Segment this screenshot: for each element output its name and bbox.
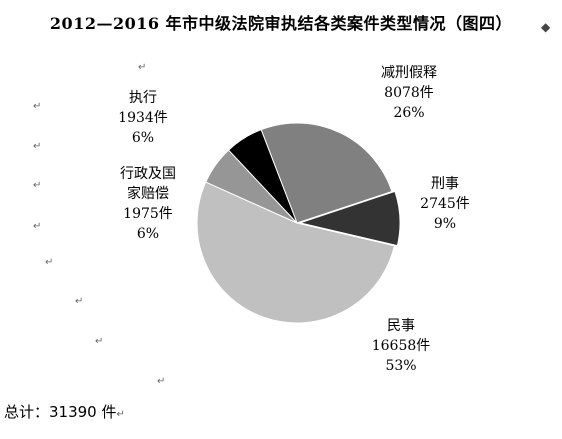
total-count: 总计：31390 件↵ — [4, 401, 125, 422]
paragraph-mark: ↵ — [33, 180, 42, 191]
slice-name-xingshi: 刑事 — [431, 176, 459, 192]
paragraph-mark: ↵ — [116, 409, 125, 420]
slice-name-xingzheng-line1: 行政及国 — [120, 166, 176, 182]
paragraph-mark: ↵ — [75, 296, 84, 307]
pie-slice-jianxing — [260, 122, 393, 224]
slice-name-zhixing: 执行 — [129, 90, 157, 106]
slice-count-minshi: 16658件 — [371, 338, 431, 354]
slice-label-zhixing: 执行 1934件 6% — [103, 88, 183, 148]
pie-slice-xingshi — [298, 190, 401, 247]
total-label: 总计：31390 件 — [4, 403, 117, 421]
paragraph-mark: ↵ — [33, 221, 42, 232]
slice-count-xingzheng: 1975件 — [123, 206, 173, 222]
pie-slices — [196, 122, 401, 324]
paragraph-mark: ↵ — [33, 141, 42, 152]
slice-count-xingshi: 2745件 — [420, 196, 470, 212]
slice-percent-xingzheng: 6% — [136, 226, 160, 242]
slice-label-xingzheng: 行政及国 家赔偿 1975件 6% — [103, 164, 193, 244]
paragraph-mark: ↵ — [138, 62, 147, 73]
chart-title: 2012—2016 年市中级法院审执结各类案件类型情况（图四） — [49, 14, 513, 33]
slice-name-xingzheng-line2: 家赔偿 — [127, 186, 169, 202]
slice-count-jianxing: 8078件 — [384, 85, 434, 101]
slice-percent-jianxing: 26% — [393, 105, 425, 121]
slice-label-jianxing: 减刑假释 8078件 26% — [364, 63, 454, 123]
slice-percent-xingshi: 9% — [433, 216, 457, 232]
slice-percent-minshi: 53% — [385, 358, 417, 374]
paragraph-mark: ↵ — [33, 101, 42, 112]
slice-label-minshi: 民事 16658件 53% — [351, 316, 451, 376]
slice-count-zhixing: 1934件 — [118, 110, 168, 126]
title-end-mark: ◆ — [541, 20, 551, 34]
slice-name-minshi: 民事 — [387, 318, 415, 334]
pie-slice-zhixing — [227, 128, 298, 224]
pie-slice-minshi — [196, 181, 395, 324]
slice-name-jianxing: 减刑假释 — [381, 65, 437, 81]
paragraph-mark: ↵ — [45, 257, 54, 268]
slice-label-xingshi: 刑事 2745件 9% — [405, 174, 485, 234]
paragraph-mark: ↵ — [157, 376, 166, 387]
paragraph-mark: ↵ — [95, 336, 104, 347]
slice-percent-zhixing: 6% — [131, 130, 155, 146]
